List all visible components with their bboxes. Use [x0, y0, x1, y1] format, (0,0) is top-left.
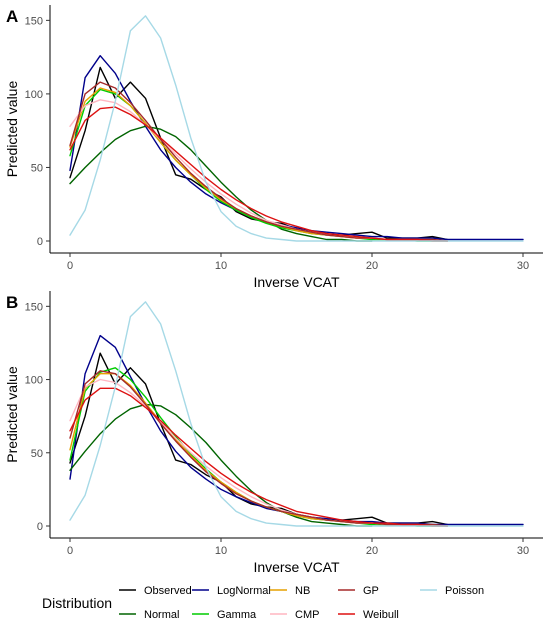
series-line-gamma	[69, 367, 449, 527]
series-group	[69, 15, 524, 242]
x-tick-label: 20	[366, 260, 378, 272]
series-group	[69, 301, 524, 527]
x-axis-title: Inverse VCAT	[253, 274, 340, 290]
legend-item-gp: GP	[338, 585, 379, 597]
legend-label: Weibull	[363, 609, 399, 621]
series-line-nb	[69, 87, 449, 242]
y-axis-title: Predicted value	[4, 366, 20, 463]
x-tick-label: 20	[366, 545, 378, 557]
series-line-normal	[69, 125, 373, 242]
legend-item-observed: Observed	[119, 585, 192, 597]
panel-a: A 0 50 100 150 0 10 20 30 Inverse VCAT Predicted v…	[4, 5, 543, 290]
series-line-gp	[69, 370, 449, 527]
series-line-lognormal	[69, 334, 524, 526]
series-line-nb	[69, 373, 449, 527]
legend-label: Normal	[144, 609, 179, 621]
series-line-poisson	[69, 15, 524, 242]
y-tick-label: 150	[25, 15, 43, 27]
y-axis-title: Predicted value	[4, 81, 20, 178]
legend-label: NB	[295, 585, 310, 597]
legend-item-poisson: Poisson	[420, 585, 484, 597]
legend-label: Gamma	[217, 609, 257, 621]
y-tick-label: 150	[25, 301, 43, 313]
legend-title: Distribution	[42, 595, 112, 611]
legend-item-normal: Normal	[119, 609, 179, 621]
legend-item-gamma: Gamma	[192, 609, 257, 621]
legend-label: LogNormal	[217, 585, 271, 597]
y-tick-label: 100	[25, 89, 43, 101]
y-tick-label: 100	[25, 375, 43, 387]
y-tick-label: 0	[37, 236, 43, 248]
x-axis-title: Inverse VCAT	[253, 559, 340, 575]
legend-item-weibull: Weibull	[338, 609, 399, 621]
panel-letter: A	[6, 7, 18, 26]
x-tick-label: 30	[517, 260, 529, 272]
legend-item-cmp: CMP	[270, 609, 319, 621]
series-line-weibull	[69, 387, 449, 527]
x-tick-label: 10	[215, 260, 227, 272]
x-tick-label: 0	[67, 545, 73, 557]
y-tick-label: 50	[31, 162, 43, 174]
legend-item-nb: NB	[270, 585, 310, 597]
y-tick-label: 50	[31, 448, 43, 460]
series-line-poisson	[69, 301, 524, 527]
series-line-lognormal	[69, 55, 524, 241]
series-line-normal	[69, 403, 373, 527]
legend-label: Poisson	[445, 585, 484, 597]
legend-label: CMP	[295, 609, 319, 621]
panel-letter: B	[6, 293, 18, 312]
legend-item-lognormal: LogNormal	[192, 585, 271, 597]
x-tick-label: 30	[517, 545, 529, 557]
panel-b: B 0 50 100 150 0 10 20 30 Inverse VCAT Predicted v…	[4, 291, 543, 575]
legend: Distribution Observed LogNormal NB GP Poisson…	[42, 585, 484, 621]
x-tick-label: 0	[67, 260, 73, 272]
y-tick-label: 0	[37, 521, 43, 533]
legend-label: Observed	[144, 585, 192, 597]
series-line-weibull	[69, 106, 449, 242]
series-line-observed	[69, 352, 449, 526]
legend-label: GP	[363, 585, 379, 597]
x-tick-label: 10	[215, 545, 227, 557]
